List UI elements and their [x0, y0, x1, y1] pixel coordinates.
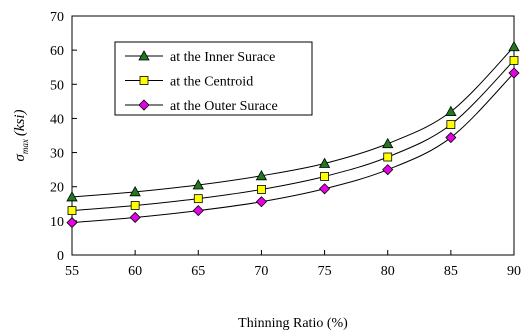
x-axis-label: Thinning Ratio (%) — [238, 316, 348, 331]
x-tick-label: 75 — [318, 264, 332, 279]
legend-item: at the Outer Surace — [125, 99, 278, 114]
legend-label: at the Outer Surace — [170, 99, 278, 114]
y-tick-label: 20 — [50, 181, 64, 196]
legend: at the Inner Surace at the Centroid at the… — [114, 41, 313, 116]
triangle-marker — [508, 40, 520, 52]
legend-label: at the Inner Surace — [170, 50, 275, 65]
y-axis-label-subscript: max — [20, 139, 30, 154]
triangle-marker — [255, 169, 268, 181]
series-square — [67, 55, 519, 216]
square-marker — [139, 76, 149, 85]
square-marker — [193, 194, 203, 204]
diamond-marker — [508, 67, 520, 79]
y-tick-label: 0 — [57, 249, 64, 264]
triangle-marker — [66, 191, 78, 202]
diamond-marker — [129, 211, 141, 224]
y-axis-label: σmax (ksi) — [12, 109, 30, 161]
triangle-marker — [129, 186, 141, 197]
square-marker — [509, 55, 519, 65]
diamond-marker — [66, 216, 78, 229]
y-axis-label-unit: (ksi) — [12, 109, 28, 136]
diamond-marker — [255, 196, 267, 208]
y-tick-label: 50 — [50, 78, 64, 93]
plot-border — [71, 15, 515, 256]
square-marker — [257, 185, 266, 194]
diamond-marker — [319, 183, 331, 195]
square-marker — [320, 172, 329, 181]
y-tick-label: 10 — [50, 215, 64, 230]
y-axis: 0 10 20 30 40 50 60 70 — [50, 10, 77, 264]
y-tick-label: 60 — [50, 44, 64, 59]
y-axis-label-symbol: σ — [12, 154, 28, 162]
y-tick-label: 30 — [50, 147, 64, 162]
diamond-marker — [138, 99, 150, 111]
y-tick-label: 40 — [50, 112, 64, 127]
diamond-marker — [445, 131, 457, 144]
x-tick-label: 65 — [191, 264, 205, 279]
triangle-marker — [318, 157, 331, 168]
diamond-marker — [382, 164, 394, 176]
series-triangle — [66, 40, 520, 202]
square-marker — [130, 201, 140, 210]
legend-item: at the Centroid — [125, 75, 253, 90]
square-marker — [67, 206, 77, 216]
square-marker — [383, 152, 393, 162]
square-marker — [446, 120, 456, 129]
triangle-marker — [138, 50, 150, 61]
x-tick-label: 55 — [65, 264, 79, 279]
series-diamond — [66, 67, 520, 229]
x-tick-label: 85 — [444, 264, 458, 279]
x-tick-label: 80 — [381, 264, 395, 279]
triangle-marker — [382, 137, 394, 149]
triangle-marker — [192, 179, 204, 190]
series-layer — [66, 40, 520, 229]
x-tick-label: 60 — [128, 264, 142, 279]
y-tick-label: 70 — [50, 10, 64, 25]
x-tick-label: 70 — [254, 264, 268, 279]
x-axis: 55 60 65 70 75 80 85 90 — [65, 250, 521, 279]
legend-item: at the Inner Surace — [125, 50, 275, 65]
legend-label: at the Centroid — [170, 75, 253, 90]
diamond-marker — [192, 205, 204, 217]
triangle-marker — [445, 105, 457, 116]
plot-area — [71, 15, 515, 256]
x-tick-label: 90 — [507, 264, 521, 279]
